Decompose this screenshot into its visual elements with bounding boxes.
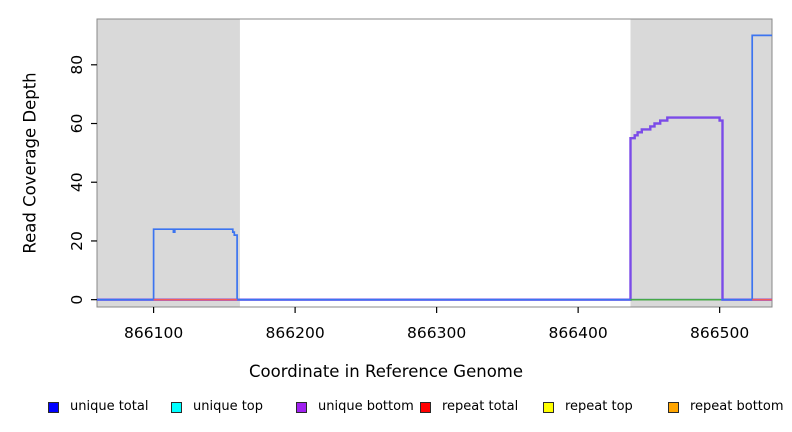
x-tick-label: 866100 xyxy=(124,324,183,342)
legend-swatch-icon xyxy=(171,401,182,413)
legend-label: unique total xyxy=(70,399,149,414)
y-tick-label: 80 xyxy=(68,55,86,75)
legend-label: unique bottom xyxy=(318,399,414,414)
y-tick-label: 0 xyxy=(68,295,86,305)
legend-item-repeat-top: repeat top xyxy=(543,399,633,415)
plot-area: 866100 866200 866300 866400 866500 0 20 40 60 80 xyxy=(68,18,773,342)
plot-border xyxy=(96,18,773,308)
y-tick-label: 40 xyxy=(68,172,86,192)
x-tick-label: 866200 xyxy=(266,324,325,342)
y-tick-label: 60 xyxy=(68,114,86,134)
legend-swatch-icon xyxy=(296,401,307,413)
legend-label: repeat total xyxy=(442,399,519,414)
highlight-region xyxy=(630,19,772,307)
series-unique-bottom xyxy=(97,116,772,301)
series-unique-total xyxy=(97,34,772,301)
legend-item-repeat-bottom: repeat bottom xyxy=(668,399,784,415)
legend-label: unique top xyxy=(193,399,264,414)
legend: unique total unique top unique bottom repea… xyxy=(0,399,792,417)
legend-swatch-icon xyxy=(543,401,554,413)
x-tick-label: 866400 xyxy=(549,324,608,342)
x-tick-label: 866500 xyxy=(690,324,749,342)
x-tick-label: 866300 xyxy=(407,324,466,342)
legend-swatch-icon xyxy=(668,401,679,413)
legend-item-repeat-total: repeat total xyxy=(420,399,518,415)
x-axis-title: Coordinate in Reference Genome xyxy=(248,362,524,381)
legend-label: repeat top xyxy=(565,399,633,414)
legend-item-unique-bottom: unique bottom xyxy=(296,399,414,415)
legend-item-unique-top: unique top xyxy=(171,399,263,415)
legend-swatch-icon xyxy=(420,401,431,413)
y-tick-label: 20 xyxy=(68,231,86,251)
y-axis-title: Read Coverage Depth xyxy=(20,72,40,254)
legend-swatch-icon xyxy=(48,401,59,413)
highlight-region xyxy=(97,19,240,307)
legend-label: repeat bottom xyxy=(690,399,784,414)
legend-item-unique-total: unique total xyxy=(48,399,148,415)
